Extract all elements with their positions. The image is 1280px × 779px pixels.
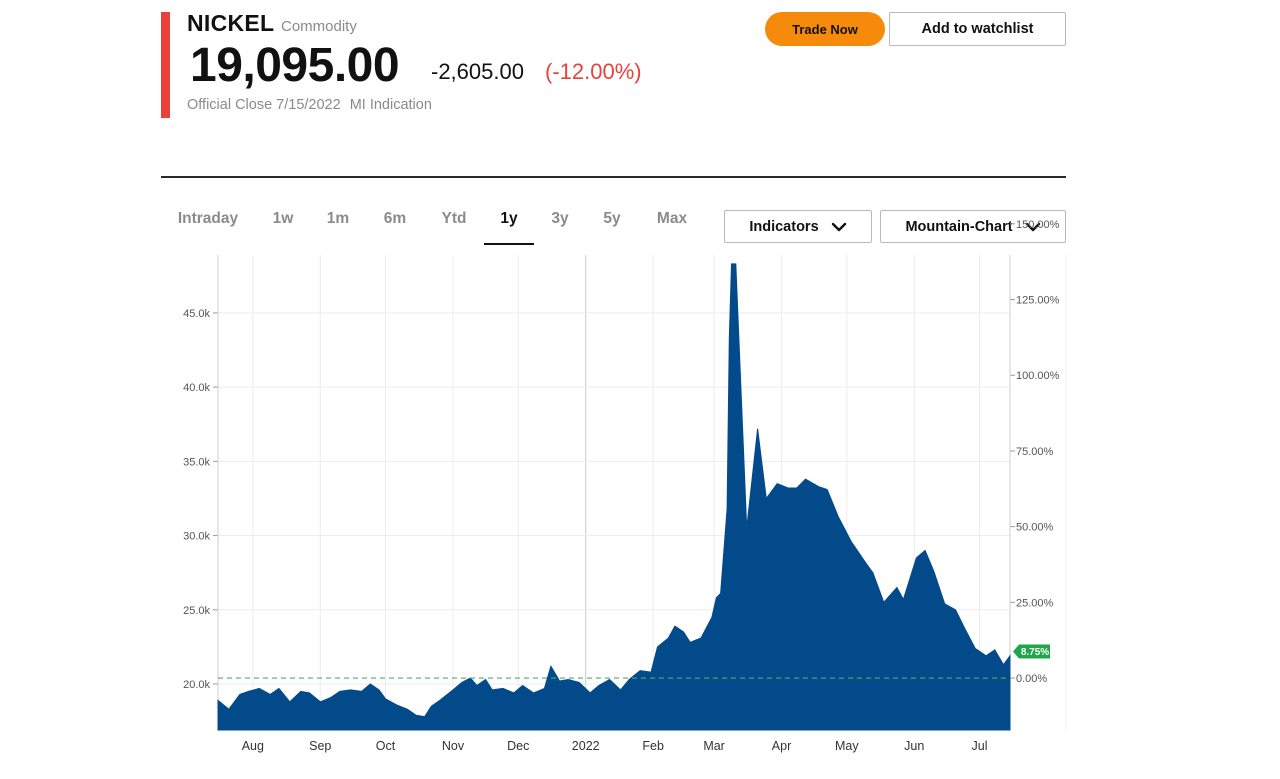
x-tick-label: Aug [242,739,264,753]
x-tick-label: Oct [376,739,396,753]
price-change-percent: (-12.00%) [545,59,642,84]
y-left-tick-label: 35.0k [183,456,210,468]
indicators-dropdown[interactable]: Indicators [724,210,872,243]
x-tick-label: Jul [972,739,988,753]
chart-type-dropdown[interactable]: Mountain-Chart [880,210,1066,243]
tab-5y[interactable]: 5y [603,210,621,227]
y-right-tick-label: 100.00% [1016,370,1060,382]
price-change: -2,605.00 [431,59,524,84]
header-divider [161,176,1066,178]
y-left-tick-label: 30.0k [183,531,210,543]
chart-type-label: Mountain-Chart [905,218,1013,235]
y-left-tick-label: 40.0k [183,382,210,394]
current-change-label: 8.75% [1021,647,1049,658]
y-right-tick-label: 50.00% [1016,522,1054,534]
y-left-tick-label: 45.0k [183,308,210,320]
asset-type-label: Commodity [281,18,357,35]
add-to-watchlist-button[interactable]: Add to watchlist [889,12,1066,46]
chevron-down-icon [831,222,846,231]
indication-label: MI Indication [349,97,432,113]
last-price: 19,095.00 [190,39,400,92]
tab-1w[interactable]: 1w [272,210,294,227]
x-tick-label: Jun [904,739,924,753]
price-area-series [217,263,1011,731]
tab-ytd[interactable]: Ytd [441,210,467,227]
x-tick-label: Sep [309,739,331,753]
y-left-tick-label: 25.0k [183,605,210,617]
accent-bar [161,12,170,118]
y-left-tick-label: 20.0k [183,679,210,691]
indicators-label: Indicators [749,218,819,235]
x-tick-label: Nov [442,739,465,753]
symbol-title: NICKEL [187,10,275,36]
tab-intraday[interactable]: Intraday [177,210,239,227]
tab-1y[interactable]: 1y [484,205,534,245]
tab-3y[interactable]: 3y [551,210,569,227]
y-right-tick-label: 0.00% [1016,673,1047,685]
chevron-down-icon [1025,222,1040,231]
official-close-label: Official Close 7/15/2022 [187,97,341,113]
tab-1m[interactable]: 1m [326,210,350,227]
y-right-tick-label: 75.00% [1016,446,1054,458]
x-tick-label: Dec [507,739,529,753]
y-right-tick-label: 125.00% [1016,295,1060,307]
y-right-tick-label: 150.00% [1016,219,1060,231]
y-right-tick-label: 25.00% [1016,597,1054,609]
x-tick-label: Apr [772,739,791,753]
trade-now-button[interactable]: Trade Now [765,12,885,46]
tab-6m[interactable]: 6m [383,210,407,227]
x-tick-label: Mar [703,739,725,753]
current-change-badge [1013,644,1050,659]
x-tick-label: May [835,739,859,753]
x-tick-label: 2022 [572,739,600,753]
close-info: Official Close 7/15/2022 MI Indication [187,97,432,113]
tab-max[interactable]: Max [656,210,688,227]
x-tick-label: Feb [642,739,664,753]
